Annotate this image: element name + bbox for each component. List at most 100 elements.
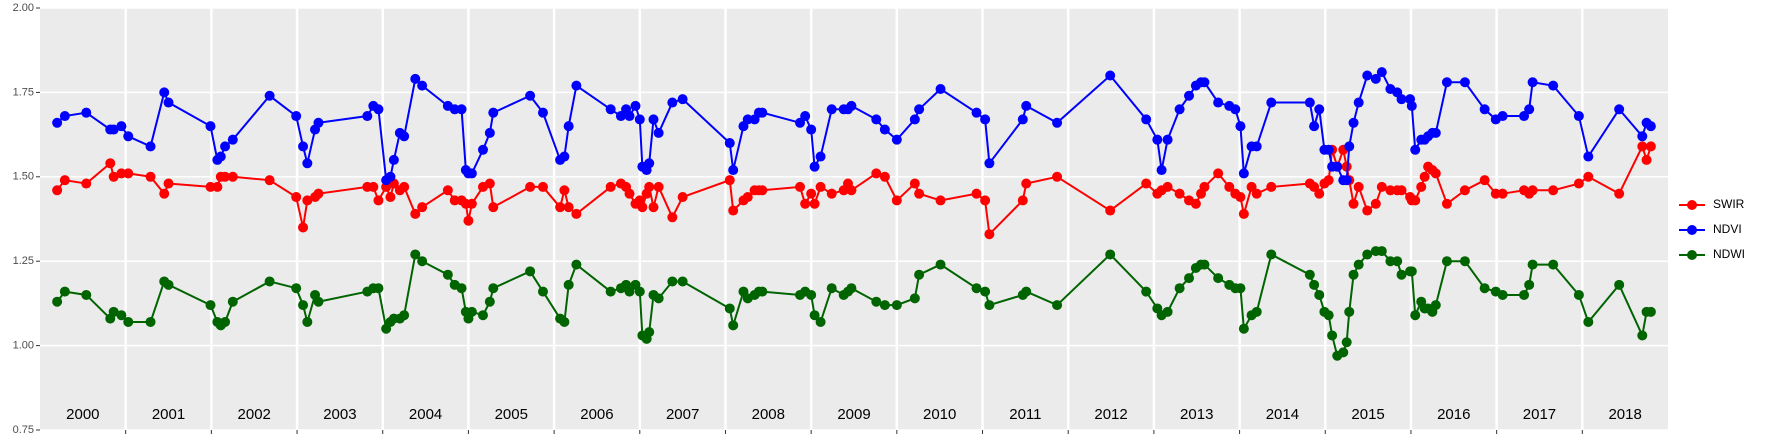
data-point [1309,121,1320,132]
data-point [1519,289,1530,300]
data-point [302,195,313,206]
y-tick-label: 0.75 [13,424,34,436]
data-point [1327,330,1338,341]
x-tick-label: 2002 [238,406,271,423]
data-point [800,111,811,122]
x-tick-label: 2003 [323,406,356,423]
data-point [417,256,428,267]
x-tick-label: 2015 [1351,406,1384,423]
data-point [1251,306,1262,317]
data-point [980,286,991,297]
data-point [728,205,739,216]
data-point [1497,111,1508,122]
x-tick-label: 2013 [1180,406,1213,423]
data-point [879,171,890,182]
data-point [1527,77,1538,88]
data-point [463,215,474,226]
data-point [1362,205,1373,216]
x-tick-label: 2007 [666,406,699,423]
data-point [488,107,499,118]
x-tick-label: 2004 [409,406,442,423]
data-point [466,198,477,209]
x-tick-label: 2014 [1266,406,1299,423]
data-point [891,300,902,311]
data-point [846,185,857,196]
data-point [417,202,428,213]
data-point [1637,330,1648,341]
x-tick-label: 2000 [66,406,99,423]
data-point [1583,151,1594,162]
data-point [410,249,421,260]
data-point [1497,289,1508,300]
data-point [1637,131,1648,142]
data-point [1162,134,1173,145]
data-point [571,208,582,219]
data-point [1614,104,1625,115]
data-point [205,300,216,311]
data-point [846,283,857,294]
data-point [891,195,902,206]
data-point [1235,192,1246,203]
data-point [1430,168,1441,179]
data-point [757,286,768,297]
data-point [205,181,216,192]
x-tick-label: 2008 [752,406,785,423]
data-point [1376,246,1387,257]
data-point [809,161,820,172]
data-point [313,296,324,307]
y-tick-label: 1.00 [13,340,34,352]
data-point [571,80,582,91]
data-point [1441,256,1452,267]
data-point [1213,273,1224,284]
data-point [116,310,127,321]
legend-label: NDVI [1713,222,1742,236]
data-point [914,188,925,199]
data-point [1052,300,1063,311]
data-point [105,158,116,169]
data-point [1410,195,1421,206]
data-point [1152,134,1163,145]
data-point [1323,144,1334,155]
data-point [653,293,664,304]
legend-marker [1687,225,1697,235]
data-point [1235,283,1246,294]
data-point [388,154,399,165]
data-point [302,158,313,169]
data-point [1017,114,1028,125]
data-point [677,94,688,105]
data-point [637,202,648,213]
data-point [1224,181,1235,192]
data-point [980,195,991,206]
data-point [1052,117,1063,128]
legend-marker [1687,200,1697,210]
data-point [1235,121,1246,132]
data-point [108,124,119,135]
data-point [1323,310,1334,321]
data-point [1376,181,1387,192]
x-tick-label: 2009 [837,406,870,423]
data-point [1341,337,1352,348]
data-point [449,195,460,206]
data-point [442,185,453,196]
data-point [298,141,309,152]
data-point [559,185,570,196]
data-point [442,269,453,280]
data-point [935,259,946,270]
data-point [159,188,170,199]
data-point [1230,104,1241,115]
data-point [826,283,837,294]
data-point [373,195,384,206]
data-point [1441,77,1452,88]
data-point [795,181,806,192]
data-point [525,181,536,192]
data-point [624,286,635,297]
x-tick-label: 2012 [1094,406,1127,423]
data-point [1441,198,1452,209]
data-point [1459,77,1470,88]
data-point [653,127,664,138]
data-point [399,310,410,321]
data-point [984,300,995,311]
data-point [1490,188,1501,199]
data-point [806,188,817,199]
y-tick-label: 1.25 [13,255,34,267]
